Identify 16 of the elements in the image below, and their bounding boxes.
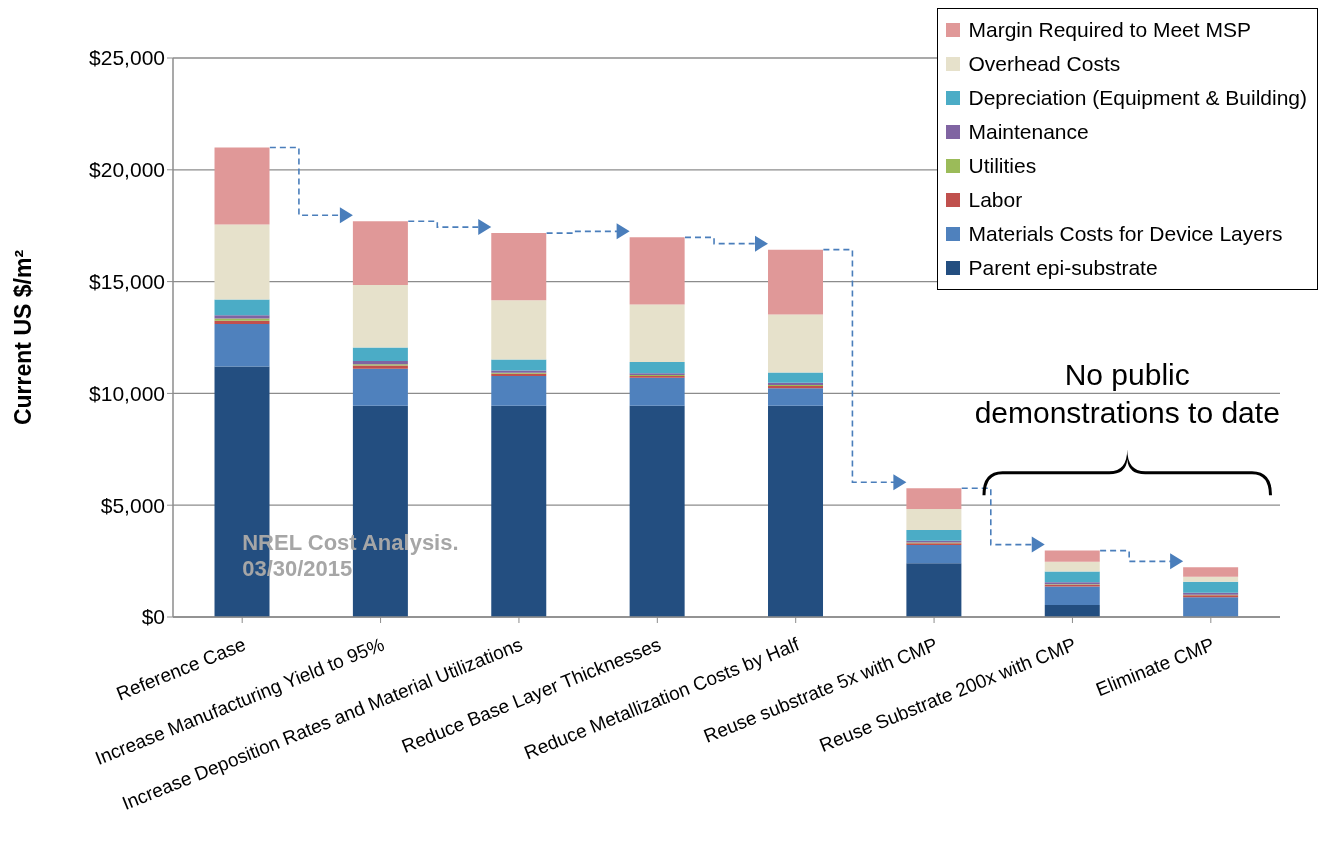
legend-label: Maintenance (968, 120, 1089, 144)
legend-label: Materials Costs for Device Layers (968, 222, 1283, 246)
legend-label: Overhead Costs (968, 52, 1121, 76)
y-tick-label: $0 (141, 605, 165, 629)
legend-label: Labor (968, 188, 1023, 212)
legend-label: Utilities (968, 154, 1037, 178)
y-axis-title: Current US $/m² (10, 249, 37, 426)
y-tick-label: $15,000 (89, 270, 165, 294)
y-tick-label: $20,000 (89, 158, 165, 182)
legend-label: Depreciation (Equipment & Building) (968, 86, 1307, 110)
y-tick-label: $25,000 (89, 46, 165, 70)
annotation: No public demonstrations to date (973, 357, 1281, 432)
y-tick-label: $10,000 (89, 381, 165, 405)
legend-label: Margin Required to Meet MSP (968, 18, 1251, 42)
y-tick-label: $5,000 (100, 493, 165, 517)
legend-label: Parent epi-substrate (968, 256, 1158, 280)
